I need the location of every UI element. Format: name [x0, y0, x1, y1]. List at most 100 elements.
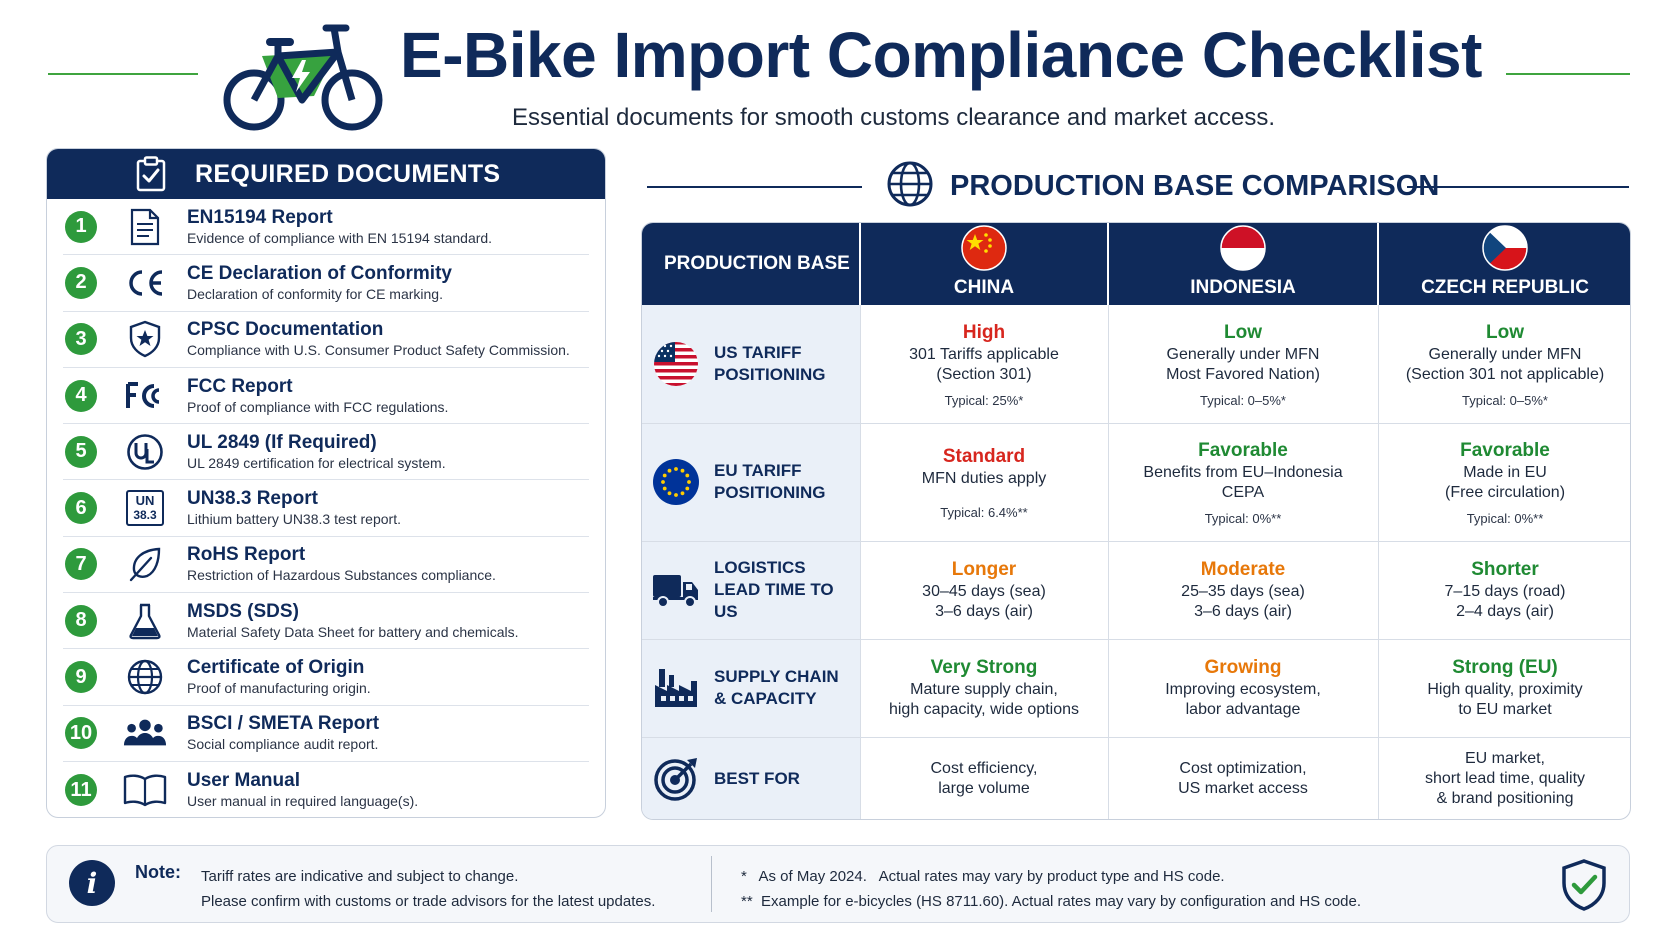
required-documents-header: REQUIRED DOCUMENTS: [47, 149, 605, 199]
czech-flag-icon: [1482, 225, 1528, 271]
row-label-best-for: BEST FOR: [642, 737, 860, 819]
document-item-manual: 11 User Manual User manual in required la…: [63, 762, 589, 817]
item-number: 3: [65, 323, 97, 356]
detail-line: EU market,: [1464, 750, 1545, 767]
row-label-us-tariff: US TARIFF POSITIONING: [642, 305, 860, 423]
cell-eu-tariff-czech: Favorable Made in EU (Free circulation) …: [1378, 423, 1630, 541]
document-description: Social compliance audit report.: [187, 736, 379, 753]
row-label-supply-chain: SUPPLY CHAIN & CAPACITY: [642, 639, 860, 737]
cell-logistics-indonesia: Moderate 25–35 days (sea) 3–6 days (air): [1108, 541, 1378, 639]
item-number: 9: [65, 661, 97, 694]
column-header-china: CHINA: [860, 223, 1108, 305]
level-text: Longer: [951, 559, 1017, 580]
detail-line: CEPA: [1221, 483, 1265, 501]
document-item-fcc: 4 FCC Report Proof of compliance with FCC…: [63, 368, 589, 425]
row-label-line: & CAPACITY: [714, 689, 817, 708]
column-header-czech: CZECH REPUBLIC: [1378, 223, 1630, 305]
detail-line: (Section 301 not applicable): [1405, 365, 1605, 383]
leaf-icon: [123, 544, 167, 584]
header-divider: [859, 223, 861, 305]
document-title: CPSC Documentation: [187, 319, 384, 341]
document-description: Declaration of conformity for CE marking…: [187, 285, 443, 302]
globe-icon: [123, 657, 167, 697]
document-description: Lithium battery UN38.3 test report.: [187, 511, 401, 528]
detail-line: & brand positioning: [1436, 790, 1574, 807]
cell-supply-czech: Strong (EU) High quality, proximity to E…: [1378, 639, 1630, 737]
item-number: 7: [65, 548, 97, 581]
target-icon: [650, 753, 702, 805]
factory-icon: [650, 662, 702, 714]
document-title: FCC Report: [187, 375, 293, 397]
document-description: UL 2849 certification for electrical sys…: [187, 454, 446, 471]
row-label-line: BEST FOR: [714, 769, 800, 788]
ebike-logo-icon: [223, 24, 383, 131]
page-subtitle: Essential documents for smooth customs c…: [512, 104, 1276, 131]
document-title: CE Declaration of Conformity: [187, 262, 452, 284]
indonesia-flag-icon: [1220, 225, 1266, 271]
cell-best-indonesia: Cost optimization, US market access: [1108, 737, 1378, 819]
column-header-indonesia: INDONESIA: [1108, 223, 1378, 305]
detail-line: (Free circulation): [1444, 483, 1566, 501]
detail-line: 301 Tariffs applicable: [909, 345, 1059, 363]
document-title: User Manual: [187, 770, 300, 792]
level-text: Standard: [942, 445, 1026, 467]
detail-line: 2–4 days (air): [1456, 603, 1554, 620]
detail-line: 7–15 days (road): [1444, 583, 1566, 600]
document-description: Material Safety Data Sheet for battery a…: [187, 623, 519, 640]
detail-line: Most Favored Nation): [1166, 365, 1320, 383]
document-item-en15194: 1 EN15194 Report Evidence of compliance w…: [63, 199, 589, 256]
document-item-cpsc: 3 CPSC Documentation Compliance with U.S.…: [63, 312, 589, 368]
document-item-ul2849: 5 UL 2849 (If Required) UL 2849 certifica…: [63, 424, 589, 481]
globe-icon: [887, 161, 933, 207]
document-title: EN15194 Report: [187, 206, 333, 228]
people-icon: [123, 713, 167, 753]
level-text: Low: [1486, 321, 1524, 343]
document-title: MSDS (SDS): [187, 600, 299, 622]
document-description: Proof of compliance with FCC regulations…: [187, 398, 449, 415]
detail-line: MFN duties apply: [921, 469, 1047, 487]
row-divider: [642, 423, 1630, 424]
production-base-header: PRODUCTION BASE: [664, 253, 850, 274]
book-icon: [123, 770, 167, 810]
comparison-left-rule: [647, 186, 862, 188]
truck-icon: [650, 564, 702, 616]
flask-icon: [123, 601, 167, 641]
column-divider: [1378, 223, 1379, 819]
cell-logistics-czech: Shorter 7–15 days (road) 2–4 days (air): [1378, 541, 1630, 639]
document-item-un383: 6 UN 38.3 UN38.3 Report Lithium battery U…: [63, 480, 589, 537]
cell-best-czech: EU market, short lead time, quality & br…: [1378, 737, 1630, 819]
detail-line: Generally under MFN: [1166, 345, 1320, 363]
detail-line: Improving ecosystem,: [1165, 681, 1321, 698]
typical-rate: Typical: 0%**: [1466, 510, 1544, 526]
detail-line: labor advantage: [1185, 701, 1301, 718]
document-title: Certificate of Origin: [187, 657, 365, 679]
cell-logistics-china: Longer 30–45 days (sea) 3–6 days (air): [860, 541, 1108, 639]
level-text: High: [962, 321, 1006, 343]
row-label-line: EU TARIFF: [714, 461, 802, 480]
required-documents-heading: REQUIRED DOCUMENTS: [195, 159, 501, 188]
row-divider: [642, 737, 1630, 738]
row-divider: [642, 639, 1630, 640]
country-name: INDONESIA: [1190, 277, 1296, 298]
document-description: Restriction of Hazardous Substances comp…: [187, 567, 496, 584]
row-label-line: LEAD TIME TO US: [714, 580, 834, 621]
eu-flag-icon: [650, 456, 702, 508]
row-label-line: SUPPLY CHAIN: [714, 667, 839, 686]
clipboard-check-icon: [136, 156, 166, 192]
document-title: BSCI / SMETA Report: [187, 713, 380, 735]
note-text: Tariff rates are indicative and subject …: [201, 864, 655, 914]
un383-icon: UN 38.3: [123, 488, 167, 528]
item-number: 2: [65, 266, 97, 299]
row-label-line: POSITIONING: [714, 483, 826, 502]
cell-us-tariff-china: High 301 Tariffs applicable (Section 301…: [860, 305, 1108, 423]
level-text: Low: [1224, 321, 1262, 343]
document-title: UN38.3 Report: [187, 488, 318, 510]
footnote-line: * As of May 2024. Actual rates may vary …: [741, 868, 1225, 885]
un-icon-label: UN: [135, 493, 155, 509]
note-line: Tariff rates are indicative and subject …: [201, 868, 519, 885]
cell-supply-indonesia: Growing Improving ecosystem, labor advan…: [1108, 639, 1378, 737]
comparison-table-header: PRODUCTION BASE CHINA INDONESIA: [642, 223, 1630, 305]
document-item-origin: 9 Certificate of Origin Proof of manufact…: [63, 649, 589, 706]
document-item-bsci: 10 BSCI / SMETA Report Social compliance …: [63, 706, 589, 762]
header-divider: [1107, 223, 1109, 305]
